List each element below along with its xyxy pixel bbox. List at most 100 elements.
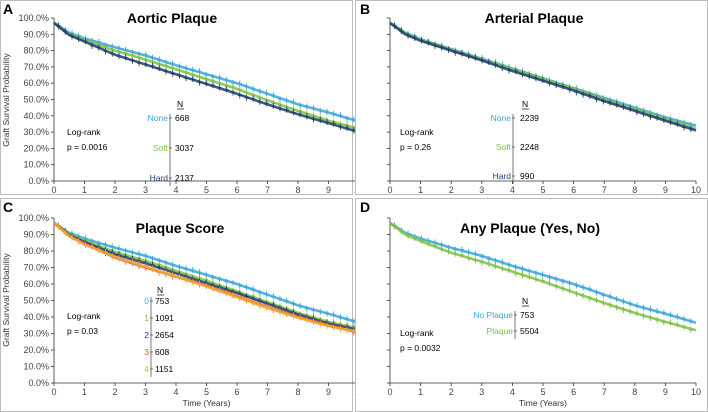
- legend-n-value: 753: [520, 310, 534, 320]
- x-axis-title: Time (Years): [519, 398, 567, 408]
- x-tick-label: 1: [82, 387, 87, 397]
- n-header: N: [522, 99, 528, 109]
- x-tick-label: 2: [449, 185, 454, 195]
- legend-n-value: 1091: [155, 313, 174, 323]
- legend-n-value: 3037: [175, 143, 194, 153]
- x-tick-label: 3: [143, 185, 148, 195]
- y-tick-label: 30.0%: [23, 127, 49, 137]
- y-tick-label: 90.0%: [23, 230, 49, 240]
- x-tick-label: 4: [510, 185, 515, 195]
- legend-group-label: No Plaque: [473, 310, 513, 320]
- n-header: N: [522, 296, 528, 306]
- legend-n-value: 753: [155, 296, 169, 306]
- x-tick-label: 7: [602, 185, 607, 195]
- survival-curve: [53, 222, 360, 334]
- y-axis-title: Graft Survival Probability: [1, 252, 11, 346]
- x-tick-label: 7: [265, 185, 270, 195]
- y-tick-label: 60.0%: [23, 78, 49, 88]
- x-tick-label: 3: [143, 387, 148, 397]
- legend-n-value: 2248: [520, 142, 539, 152]
- x-tick-label: 6: [571, 185, 576, 195]
- legend-n-value: 2137: [175, 173, 194, 183]
- y-tick-label: 50.0%: [23, 95, 49, 105]
- y-tick-label: 0.0%: [28, 378, 49, 388]
- x-tick-label: 7: [602, 387, 607, 397]
- y-tick-label: 50.0%: [23, 296, 49, 306]
- x-tick-label: 8: [632, 185, 637, 195]
- legend-n-value: 5504: [520, 326, 539, 336]
- panel-c: 0123456789100.0%10.0%20.0%30.0%40.0%50.0…: [0, 198, 364, 412]
- x-tick-label: 9: [663, 185, 668, 195]
- y-tick-label: 70.0%: [23, 62, 49, 72]
- survival-curve: [53, 21, 360, 131]
- legend-n-value: 1151: [155, 364, 174, 374]
- x-tick-label: 9: [663, 387, 668, 397]
- x-tick-label: 0: [387, 185, 392, 195]
- legend-group-label: Hard: [150, 173, 169, 183]
- x-tick-label: 8: [295, 185, 300, 195]
- n-header: N: [157, 285, 163, 295]
- x-tick-label: 8: [295, 387, 300, 397]
- survival-curve: [53, 221, 360, 332]
- y-axis-title: Graft Survival Probability: [1, 52, 11, 146]
- x-tick-label: 10: [691, 185, 701, 195]
- logrank-label: Log-rank: [67, 311, 101, 321]
- x-tick-label: 5: [204, 185, 209, 195]
- panel-a: 0 1 2 3 4 5 6 7 8 9 100.0% 10.0% 20.0% 30.0% 40.0% 50.0…: [0, 0, 364, 206]
- y-tick-label: 100.0%: [18, 213, 49, 223]
- x-tick-label: 1: [82, 185, 87, 195]
- legend-group-label: 3: [144, 347, 149, 357]
- panel-title: Arterial Plaque: [485, 10, 584, 26]
- p-value: p = 0.26: [400, 142, 431, 152]
- legend-n-value: 990: [520, 171, 534, 181]
- y-tick-label: 10.0%: [23, 160, 49, 170]
- legend-group-label: 1: [144, 313, 149, 323]
- y-tick-label: 20.0%: [23, 345, 49, 355]
- series-plaque: [389, 221, 697, 333]
- y-tick-label: 100.0%: [18, 13, 49, 23]
- legend-group-label: None: [491, 113, 512, 123]
- y-tick-label: 40.0%: [23, 111, 49, 121]
- x-tick-label: 1: [418, 185, 423, 195]
- x-tick-label: 0: [51, 185, 56, 195]
- panel-title: Any Plaque (Yes, No): [460, 220, 600, 236]
- series-hard: [389, 21, 697, 133]
- y-tick-label: 30.0%: [23, 329, 49, 339]
- x-tick-label: 8: [632, 387, 637, 397]
- legend-n-value: 2654: [155, 330, 174, 340]
- y-tick-label: 80.0%: [23, 46, 49, 56]
- x-tick-label: 2: [449, 387, 454, 397]
- x-tick-label: 0: [51, 387, 56, 397]
- x-tick-label: 4: [510, 387, 515, 397]
- x-tick-label: 6: [234, 185, 239, 195]
- legend-group-label: 4: [144, 364, 149, 374]
- n-header: N: [177, 99, 183, 109]
- panel-border: [355, 0, 708, 195]
- x-tick-label: 4: [173, 185, 178, 195]
- series-hard: [53, 21, 360, 134]
- x-tick-label: 3: [479, 387, 484, 397]
- x-tick-label: 4: [173, 387, 178, 397]
- survival-curve: [389, 221, 697, 325]
- p-value: p = 0.0016: [67, 142, 108, 152]
- y-tick-label: 10.0%: [23, 362, 49, 372]
- panel-letter: A: [3, 1, 13, 17]
- y-tick-label: 70.0%: [23, 263, 49, 273]
- p-value: p = 0.03: [67, 326, 98, 336]
- legend-n-value: 2239: [520, 113, 539, 123]
- legend-group-label: 0: [144, 296, 149, 306]
- series-none: [53, 21, 360, 123]
- legend-group-label: Plaque: [487, 326, 514, 336]
- legend-group-label: Soft: [153, 143, 169, 153]
- legend-group-label: Hard: [493, 171, 512, 181]
- x-tick-label: 2: [112, 185, 117, 195]
- y-tick-label: 60.0%: [23, 279, 49, 289]
- x-tick-label: 1: [418, 387, 423, 397]
- logrank-label: Log-rank: [67, 127, 101, 137]
- x-tick-label: 9: [326, 387, 331, 397]
- series-0: [53, 221, 360, 325]
- panel-letter: D: [360, 199, 370, 215]
- legend-group-label: 2: [144, 330, 149, 340]
- x-tick-label: 6: [234, 387, 239, 397]
